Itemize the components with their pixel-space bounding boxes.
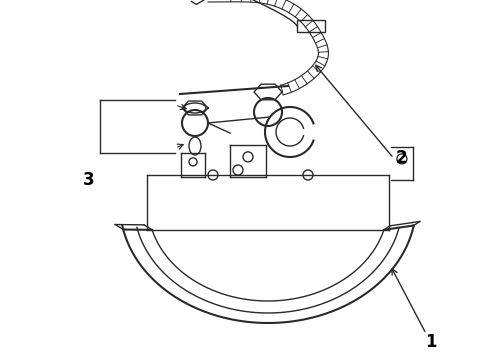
Text: 3: 3 <box>82 171 94 189</box>
Text: 1: 1 <box>425 333 437 351</box>
Text: 2: 2 <box>396 149 408 167</box>
